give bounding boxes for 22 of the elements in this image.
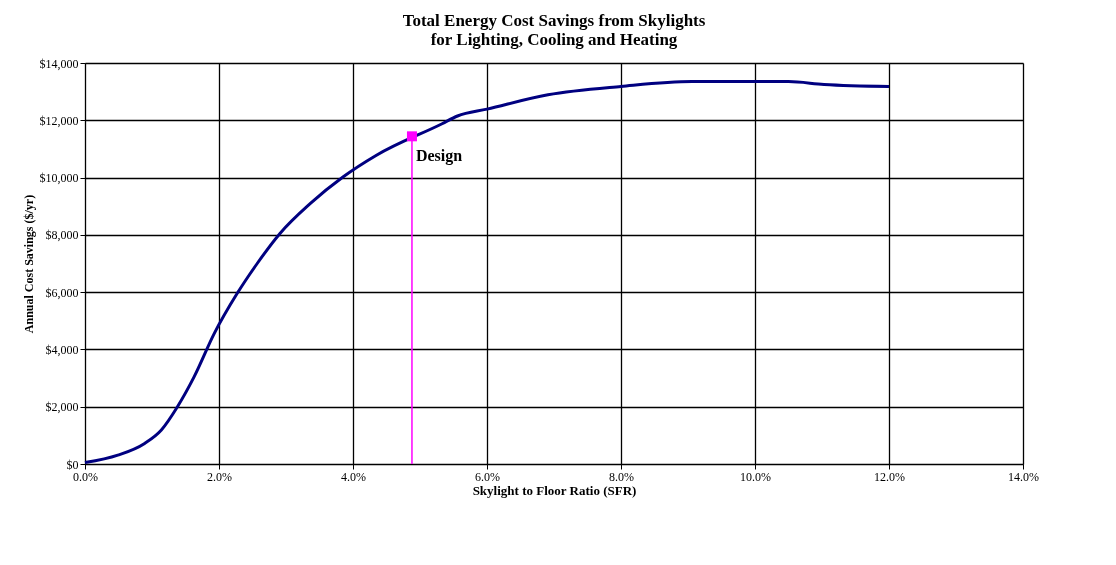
y-tick-label: $2,000 (45, 400, 79, 415)
y-tick-label: $12,000 (39, 113, 79, 128)
y-tick-label: $14,000 (39, 56, 79, 71)
y-tick-label: $10,000 (39, 171, 79, 186)
text: Total Energy Cost Savings from Skylights (402, 11, 706, 30)
x-tick-label: 0.0% (73, 469, 98, 484)
y-tick-label: $6,000 (45, 285, 79, 300)
text: for Lighting, Cooling and Heating (430, 30, 678, 49)
x-tick-label: 2.0% (207, 469, 232, 484)
x-tick-label: 12.0% (874, 469, 905, 484)
x-tick-label: 4.0% (341, 469, 366, 484)
x-axis-title: Skylight to Floor Ratio (SFR) (472, 482, 637, 498)
y-tick-label: $0 (66, 457, 79, 472)
line-series (83, 80, 891, 465)
x-tick-label: 10.0% (740, 469, 771, 484)
y-tick-label: $4,000 (45, 342, 79, 357)
annotation: Design (415, 147, 463, 166)
x-tick-label: 6.0% (475, 469, 500, 484)
y-tick-label: $8,000 (45, 228, 79, 243)
x-tick-label: 8.0% (609, 469, 634, 484)
y-axis-title: Annual Cost Savings ($/yr) (21, 194, 36, 334)
x-tick-label: 14.0% (1008, 469, 1039, 484)
